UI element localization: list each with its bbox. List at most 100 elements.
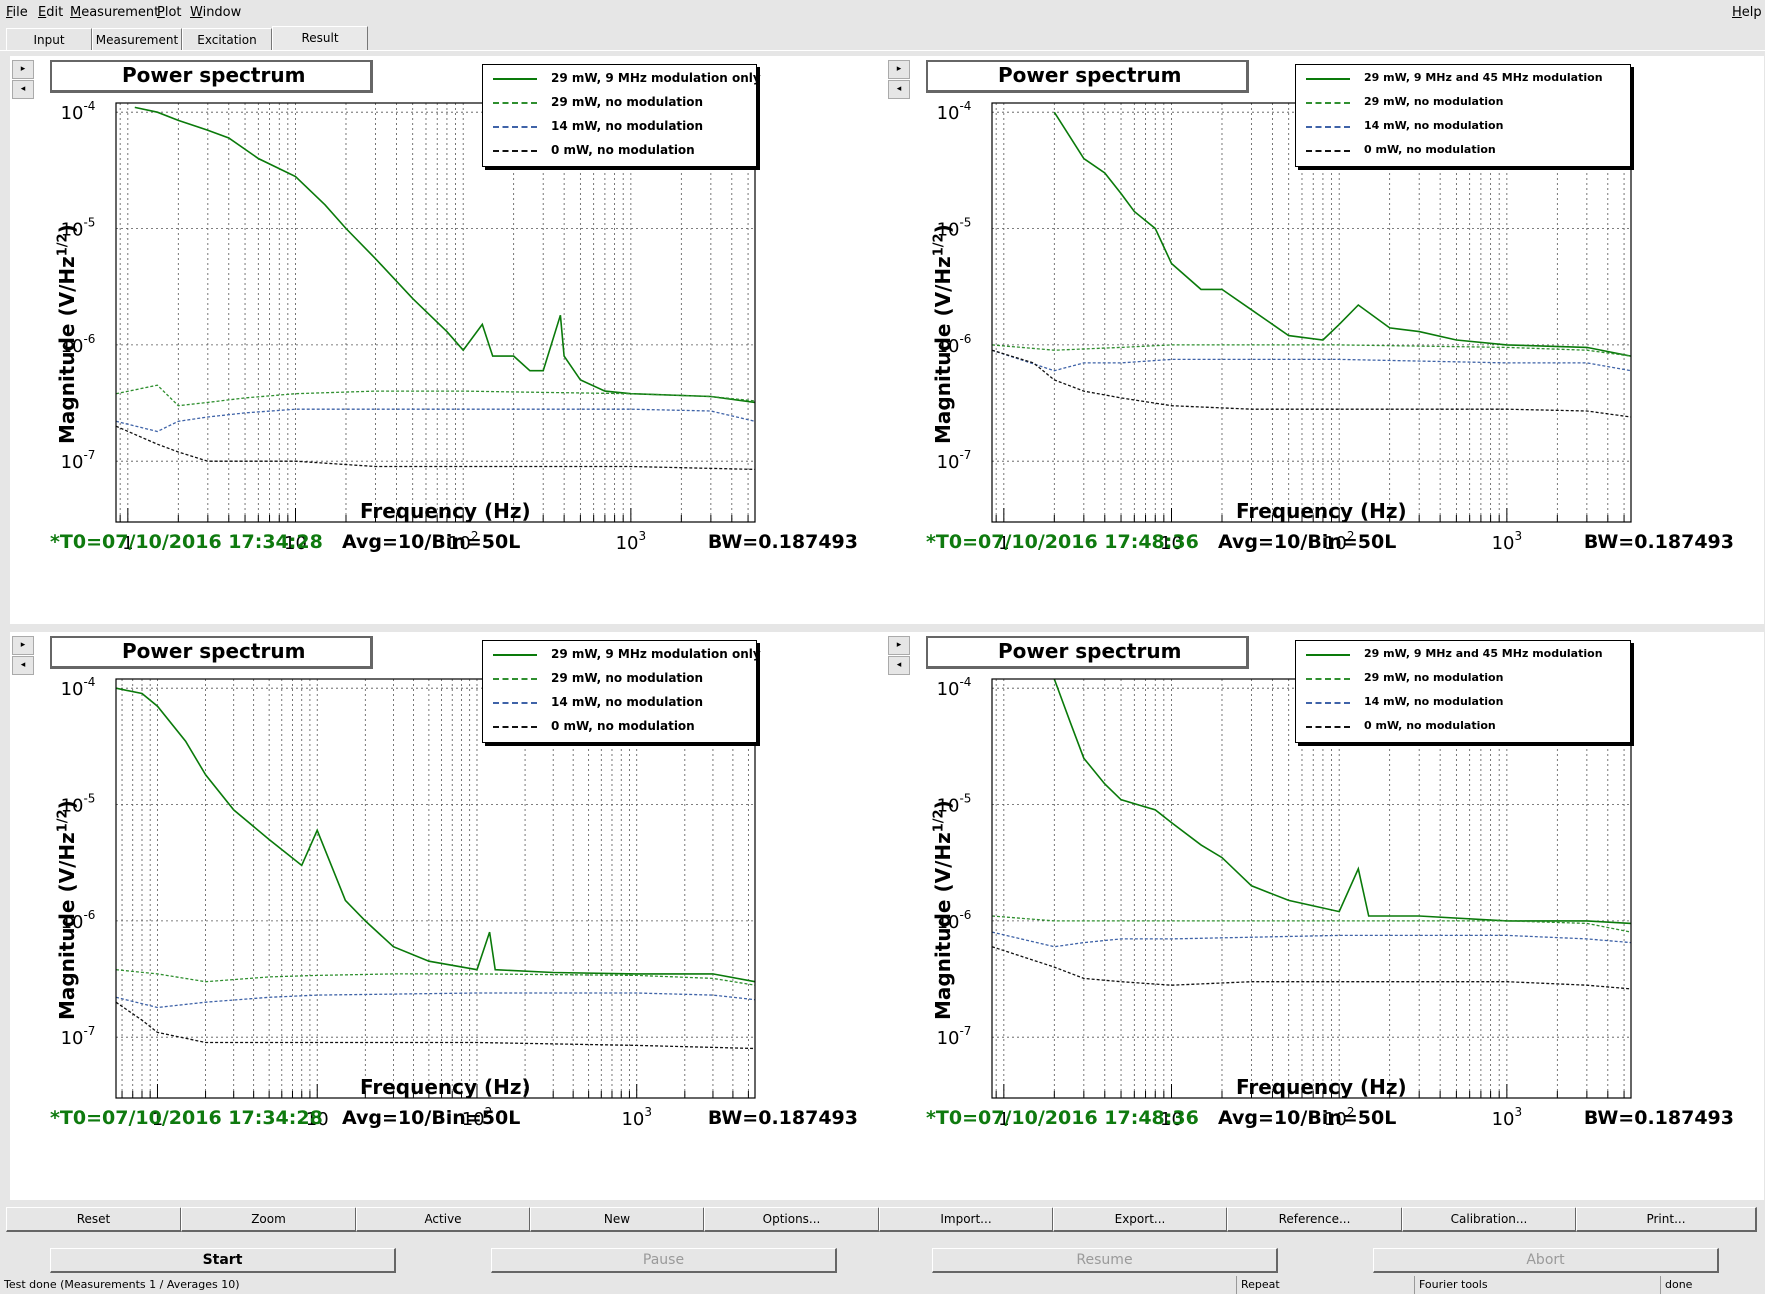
calibration-button[interactable]: Calibration... [1402, 1207, 1577, 1232]
collapse-arrow-icon[interactable]: ◂ [888, 656, 910, 675]
options-button[interactable]: Options... [704, 1207, 880, 1232]
y-label-sup: 1/2 [931, 233, 947, 257]
legend-entry: 29 mW, no modulation [1296, 668, 1630, 690]
legend-label: 0 mW, no modulation [1364, 143, 1496, 156]
legend-entry: 14 mW, no modulation [1296, 116, 1630, 138]
legend-swatch [1306, 702, 1350, 704]
plot-panel-4[interactable]: ▸ ◂ Power spectrum 1 10 102 103 10-7 10-6 10-5 10-… [886, 632, 1764, 1200]
y-label-sup: 1/2 [931, 809, 947, 833]
legend-swatch [493, 726, 537, 728]
expand-arrow-icon[interactable]: ▸ [888, 60, 910, 79]
resume-button[interactable]: Resume [932, 1248, 1278, 1273]
legend-swatch [1306, 126, 1350, 128]
x-tick-label: 1 [122, 533, 133, 554]
menu-bar: File Edit Measurement Plot Window Help [0, 0, 1765, 26]
legend-entry: 29 mW, no modulation [483, 668, 756, 690]
menu-window[interactable]: Window [190, 5, 242, 20]
plot-title: Power spectrum [50, 60, 373, 93]
plot-panel-3[interactable]: ▸ ◂ Power spectrum 1 10 102 103 10-7 10-6 10-5 10-… [10, 632, 888, 1200]
new-button[interactable]: New [530, 1207, 705, 1232]
bandwidth-info: BW=0.187493 [1583, 1107, 1734, 1129]
legend: 29 mW, 9 MHz and 45 MHz modulation 29 mW,… [1295, 640, 1631, 743]
plot-title: Power spectrum [926, 60, 1249, 93]
collapse-arrow-icon[interactable]: ◂ [12, 656, 34, 675]
plot-panel-1[interactable]: ▸ ◂ Power spectrum 1 10 102 103 10-7 10-6 10-5 10-… [10, 56, 888, 624]
expand-arrow-icon[interactable]: ▸ [888, 636, 910, 655]
y-label-end: ) [55, 224, 79, 234]
legend: 29 mW, 9 MHz modulation only 29 mW, no mo… [482, 64, 761, 167]
expand-arrow-icon[interactable]: ▸ [12, 60, 34, 79]
export-button[interactable]: Export... [1053, 1207, 1228, 1232]
collapse-arrow-icon[interactable]: ◂ [12, 80, 34, 99]
legend: 29 mW, 9 MHz and 45 MHz modulation 29 mW,… [1295, 64, 1631, 167]
legend-swatch [493, 150, 537, 152]
legend-entry: 29 mW, no modulation [1296, 92, 1630, 114]
legend: 29 mW, 9 MHz modulation only 29 mW, no mo… [482, 640, 761, 743]
menu-edit[interactable]: Edit [38, 5, 64, 20]
print-button[interactable]: Print... [1576, 1207, 1757, 1232]
plot-frame [115, 102, 756, 523]
menu-help[interactable]: Help [1732, 5, 1762, 20]
averages-info: Avg=10/Bin=50L [1218, 531, 1397, 553]
abort-button[interactable]: Abort [1373, 1248, 1719, 1273]
plot-panel-2[interactable]: ▸ ◂ Power spectrum 1 10 102 103 10-7 10-6 10-5 10-… [886, 56, 1764, 624]
legend-swatch [1306, 678, 1350, 680]
y-tick-label: 10-4 [937, 675, 972, 700]
status-repeat: Repeat [1236, 1276, 1411, 1294]
t0-timestamp: *T0=07/10/2016 17:48:36 [926, 1107, 1199, 1129]
status-tools: Fourier tools [1414, 1276, 1659, 1294]
legend-label: 0 mW, no modulation [551, 143, 695, 157]
legend-swatch [1306, 654, 1350, 656]
t0-timestamp: *T0=07/10/2016 17:48:36 [926, 531, 1199, 553]
legend-label: 14 mW, no modulation [1364, 119, 1504, 132]
status-message: Test done (Measurements 1 / Averages 10) [4, 1278, 240, 1291]
reference-button[interactable]: Reference... [1227, 1207, 1403, 1232]
legend-entry: 14 mW, no modulation [483, 116, 756, 138]
expand-arrow-icon[interactable]: ▸ [12, 636, 34, 655]
legend-swatch [493, 654, 537, 656]
zoom-button[interactable]: Zoom [181, 1207, 357, 1232]
legend-label: 0 mW, no modulation [551, 719, 695, 733]
legend-swatch [493, 702, 537, 704]
t0-timestamp: *T0=07/10/2016 17:34:28 [50, 1107, 323, 1129]
legend-entry: 0 mW, no modulation [1296, 140, 1630, 162]
legend-label: 14 mW, no modulation [1364, 695, 1504, 708]
active-button[interactable]: Active [356, 1207, 531, 1232]
menu-measurement[interactable]: Measurement [70, 5, 160, 20]
x-tick-label: 102 [1324, 529, 1355, 554]
tab-excitation[interactable]: Excitation [182, 28, 272, 50]
legend-entry: 14 mW, no modulation [1296, 692, 1630, 714]
y-label-sup: 1/2 [55, 233, 71, 257]
menu-file[interactable]: File [6, 5, 28, 20]
x-tick-label: 103 [616, 529, 647, 554]
x-tick-label: 1 [152, 1109, 163, 1130]
menu-plot[interactable]: Plot [157, 5, 182, 20]
y-tick-label: 10-7 [61, 448, 96, 473]
import-button[interactable]: Import... [879, 1207, 1054, 1232]
averages-info: Avg=10/Bin=50L [342, 1107, 521, 1129]
legend-label: 29 mW, no modulation [551, 671, 704, 685]
tab-measurement[interactable]: Measurement [92, 28, 182, 50]
reset-button[interactable]: Reset [6, 1207, 182, 1232]
legend-label: 29 mW, 9 MHz modulation only [551, 71, 761, 85]
pause-button[interactable]: Pause [491, 1248, 837, 1273]
start-button[interactable]: Start [50, 1248, 396, 1273]
x-tick-label: 1 [998, 1109, 1009, 1130]
y-tick-label: 10-4 [61, 99, 96, 124]
collapse-arrow-icon[interactable]: ◂ [888, 80, 910, 99]
tab-divider [0, 50, 1765, 51]
tab-input[interactable]: Input [6, 28, 92, 50]
y-label-end: ) [55, 800, 79, 810]
legend-entry: 29 mW, 9 MHz modulation only [483, 644, 761, 666]
y-tick-label: 10-4 [937, 99, 972, 124]
legend-swatch [493, 126, 537, 128]
y-tick-label: 10-7 [937, 448, 972, 473]
legend-label: 29 mW, 9 MHz and 45 MHz modulation [1364, 647, 1603, 660]
legend-label: 29 mW, no modulation [551, 95, 704, 109]
tab-result[interactable]: Result [272, 26, 368, 51]
legend-swatch [493, 678, 537, 680]
y-label-main: Magnitude (V/Hz [931, 832, 955, 1020]
